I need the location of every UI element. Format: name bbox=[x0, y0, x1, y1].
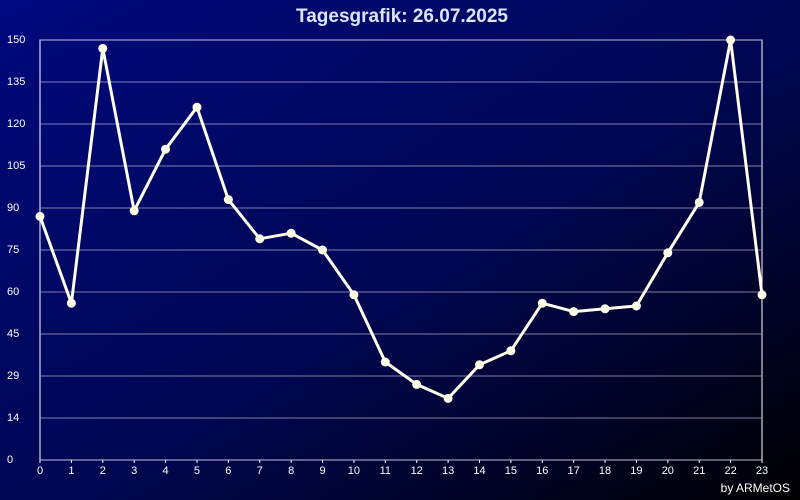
data-point bbox=[223, 195, 233, 205]
x-tick-label: 6 bbox=[225, 465, 231, 477]
x-tick-label: 5 bbox=[194, 465, 200, 477]
x-tick-label: 16 bbox=[536, 465, 548, 477]
x-tick-label: 21 bbox=[693, 465, 705, 477]
data-point bbox=[380, 357, 390, 367]
data-point bbox=[255, 234, 265, 244]
data-line bbox=[38, 38, 764, 400]
x-tick-label: 11 bbox=[380, 465, 391, 477]
data-point bbox=[631, 301, 641, 311]
data-point bbox=[443, 393, 453, 403]
x-tick-label: 8 bbox=[288, 465, 294, 477]
data-point bbox=[66, 298, 76, 308]
data-point bbox=[506, 346, 516, 356]
data-point bbox=[537, 298, 547, 308]
x-tick-label: 13 bbox=[442, 465, 454, 477]
y-tick-label: 14 bbox=[7, 412, 19, 424]
data-point bbox=[129, 206, 139, 216]
x-tick-label: 4 bbox=[163, 465, 169, 477]
x-tick-label: 2 bbox=[100, 465, 106, 477]
data-point bbox=[569, 307, 579, 317]
chart-title: Tagesgrafik: 26.07.2025 bbox=[296, 6, 508, 27]
data-point bbox=[318, 245, 328, 255]
data-point bbox=[98, 43, 108, 53]
x-tick-label: 18 bbox=[599, 465, 611, 477]
x-tick-label: 0 bbox=[37, 465, 43, 477]
data-point bbox=[757, 290, 767, 300]
y-tick-label: 60 bbox=[7, 286, 19, 298]
x-tick-label: 15 bbox=[505, 465, 517, 477]
data-point bbox=[726, 35, 736, 45]
x-tick-label: 17 bbox=[568, 465, 580, 477]
y-tick-label: 75 bbox=[7, 244, 19, 256]
data-point bbox=[286, 228, 296, 238]
x-tick-label: 22 bbox=[724, 465, 736, 477]
x-tick-label: 3 bbox=[131, 465, 137, 477]
data-point bbox=[349, 290, 359, 300]
x-tick-label: 14 bbox=[473, 465, 485, 477]
y-tick-label: 90 bbox=[7, 202, 19, 214]
x-tick-label: 19 bbox=[630, 465, 642, 477]
x-tick-label: 7 bbox=[257, 465, 263, 477]
x-tick-label: 1 bbox=[68, 465, 74, 477]
x-tick-label: 20 bbox=[662, 465, 674, 477]
x-tick-label: 10 bbox=[348, 465, 360, 477]
data-point bbox=[161, 144, 171, 154]
x-tick-label: 9 bbox=[319, 465, 325, 477]
data-point bbox=[35, 211, 45, 221]
y-tick-label: 135 bbox=[7, 76, 25, 88]
x-tick-label: 23 bbox=[756, 465, 768, 477]
x-tick-label: 12 bbox=[411, 465, 423, 477]
credit: by ARMetOS bbox=[721, 481, 790, 495]
y-tick-label: 150 bbox=[7, 34, 25, 46]
y-tick-label: 120 bbox=[7, 118, 25, 130]
data-point bbox=[474, 360, 484, 370]
y-tick-label: 29 bbox=[7, 370, 19, 382]
y-tick-label: 45 bbox=[7, 328, 19, 340]
data-point bbox=[412, 379, 422, 389]
data-point bbox=[663, 248, 673, 258]
y-tick-label: 0 bbox=[7, 454, 13, 466]
data-point bbox=[694, 197, 704, 207]
data-point bbox=[600, 304, 610, 314]
data-point bbox=[192, 102, 202, 112]
y-tick-label: 105 bbox=[7, 160, 25, 172]
